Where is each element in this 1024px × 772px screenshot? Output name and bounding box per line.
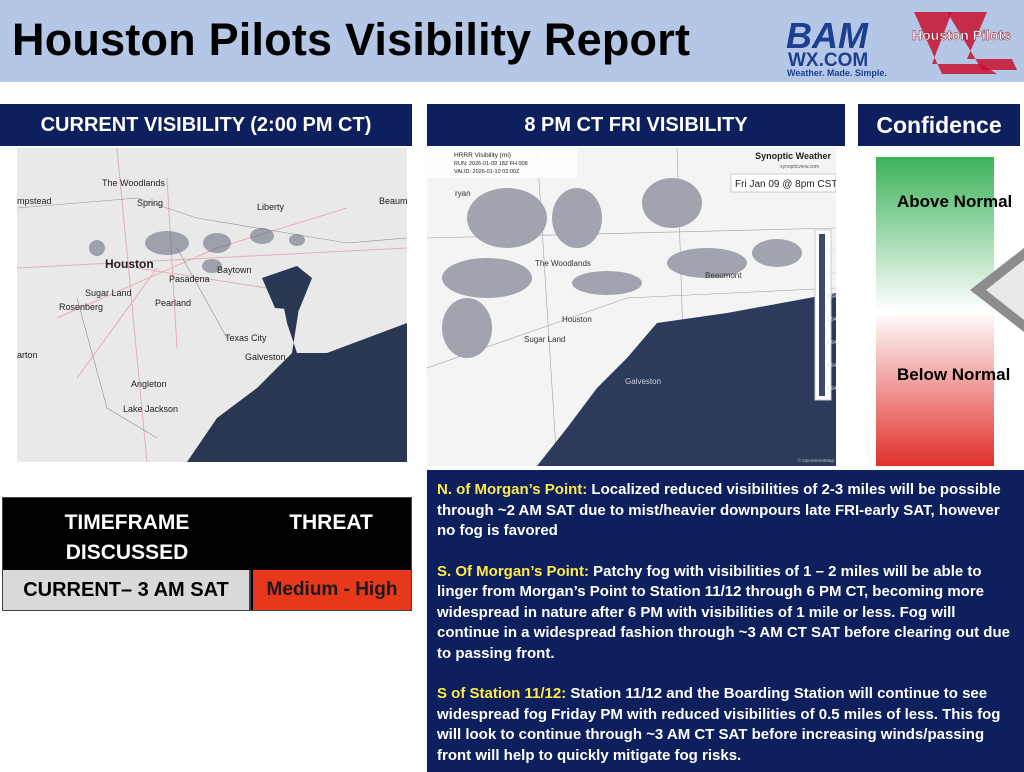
map-label: Baytown	[217, 265, 252, 275]
threat-table: TIMEFRAME DISCUSSED THREAT CURRENT– 3 AM…	[2, 497, 412, 611]
table-cell: Medium - High	[253, 570, 411, 610]
legend-label: 6.94	[827, 386, 836, 392]
map-label: arton	[17, 350, 38, 360]
map-info: HRRR Visibility (mi)	[454, 152, 511, 159]
map-source: Synoptic Weather	[755, 151, 831, 161]
map-label: The Woodlands	[102, 178, 165, 188]
logo-bam: BAM	[786, 15, 869, 56]
current-map: The Woodlands Spring Liberty Beaum mpstead Ho…	[17, 148, 407, 462]
discussion-item: N. of Morgan’s Point: Localized reduced …	[437, 480, 1014, 542]
map-info: RUN: 2026-01-09 18Z FH 008	[454, 161, 528, 167]
map-source-url: synopticview.com	[780, 164, 819, 170]
map-label: Texas City	[225, 333, 267, 343]
map-label: Beaum	[379, 196, 407, 206]
map-label: mpstead	[17, 196, 52, 206]
logos: BAM WX.COM Weather. Made. Simple. Housto…	[786, 12, 1017, 78]
forecast-map: ryan The Woodlands Beaumont Houston Sugar La…	[427, 148, 836, 466]
legend-label: 1.94	[827, 317, 836, 323]
forecast-title: 8 PM CT FRI VISIBILITY	[427, 104, 845, 146]
legend-label: 2.94	[827, 340, 836, 346]
map-label: Pasadena	[169, 274, 210, 284]
map-label: Rosenberg	[59, 302, 103, 312]
discussion: N. of Morgan’s Point: Localized reduced …	[427, 470, 1024, 772]
logo-wx: WX.COM	[788, 50, 868, 71]
above-label: Above Normal	[897, 192, 1012, 211]
logo-mark	[947, 12, 1017, 70]
discussion-text: Localized reduced visibilities of 2-3 mi…	[437, 481, 1001, 539]
map-timestamp: Fri Jan 09 @ 8pm CST	[735, 179, 836, 190]
map-label: Liberty	[257, 202, 285, 212]
map-label: ryan	[455, 189, 471, 198]
map-info: VALID: 2026-01-10 02:00Z	[454, 169, 520, 175]
map-label: Galveston	[625, 377, 661, 386]
map-label: Houston	[105, 257, 154, 271]
legend-label: 0.19	[827, 248, 836, 254]
page-title: Houston Pilots Visibility Report	[12, 14, 691, 65]
confidence-scale: Above Normal Below Normal	[876, 157, 1024, 466]
map-label: Spring	[137, 198, 163, 208]
map-label: Pearland	[155, 298, 191, 308]
legend-label: 0.94	[827, 294, 836, 300]
map-label: Galveston	[245, 352, 286, 362]
logo-tagline: Weather. Made. Simple.	[787, 68, 887, 78]
discussion-item: S of Station 11/12: Station 11/12 and th…	[437, 684, 1014, 766]
legend-label: 0.44	[827, 271, 836, 277]
table-cell: CURRENT– 3 AM SAT	[3, 570, 251, 610]
logo-houston-pilots: Houston Pilots	[912, 27, 1011, 43]
legend-label: 4.94	[827, 363, 836, 369]
map-label: Sugar Land	[85, 288, 132, 298]
map-label: Beaumont	[705, 271, 742, 280]
map-label: The Woodlands	[535, 259, 591, 268]
confidence-gradient	[876, 157, 994, 466]
map-label: Angleton	[131, 379, 167, 389]
map-label: Houston	[562, 315, 592, 324]
discussion-text: Patchy fog with visibilities of 1 – 2 mi…	[437, 562, 1010, 662]
confidence-title: Confidence	[858, 104, 1020, 146]
map-label: Lake Jackson	[123, 404, 178, 414]
discussion-item: S. Of Morgan’s Point: Patchy fog with vi…	[437, 562, 1014, 665]
table-header: THREAT	[251, 508, 411, 538]
map-label: Sugar Land	[524, 335, 565, 344]
below-label: Below Normal	[897, 365, 1010, 384]
header-band	[0, 0, 1024, 82]
table-header: TIMEFRAME DISCUSSED	[3, 508, 251, 568]
discussion-label: S. Of Morgan’s Point:	[437, 562, 589, 580]
current-title: CURRENT VISIBILITY (2:00 PM CT)	[0, 104, 412, 146]
logo-mark	[914, 12, 997, 74]
map-credit: © OpenStreetMap	[798, 457, 835, 463]
discussion-text: Station 11/12 and the Boarding Station w…	[437, 685, 1001, 764]
discussion-label: N. of Morgan’s Point:	[437, 481, 588, 498]
confidence-pointer	[986, 260, 1024, 320]
discussion-label: S of Station 11/12:	[437, 685, 567, 702]
